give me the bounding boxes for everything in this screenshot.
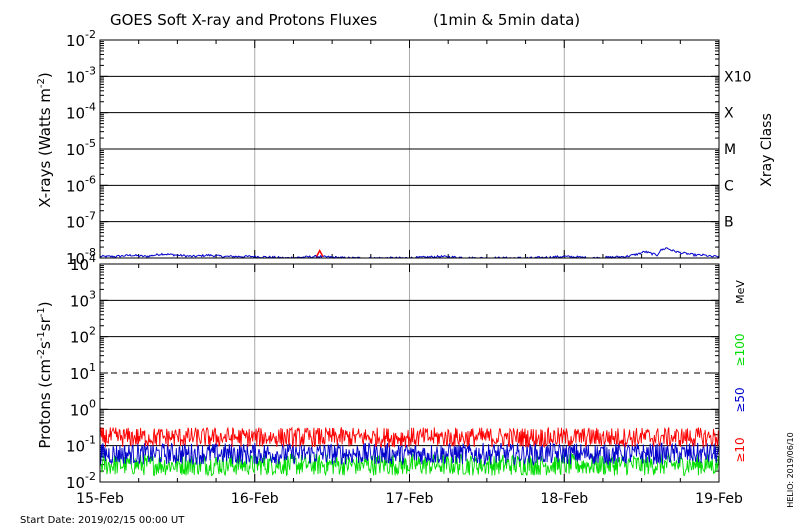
- y-tick-exponent: 0: [89, 397, 96, 410]
- y-tick-exponent: -2: [85, 470, 96, 483]
- y-tick-exponent: 4: [89, 252, 96, 265]
- chart-title: GOES Soft X-ray and Protons Fluxes: [110, 11, 377, 29]
- y-tick-base: 10: [66, 250, 85, 268]
- y-tick-label: 10-2: [66, 28, 96, 50]
- xray-class-label: M: [724, 142, 736, 158]
- x-tick-label: 15-Feb: [76, 491, 124, 507]
- y-tick-exponent: 1: [89, 361, 96, 374]
- y-tick-exponent: -4: [85, 101, 96, 114]
- proton-10mev-series: [99, 426, 720, 449]
- y-tick-label: 101: [70, 361, 96, 383]
- y-tick-base: 10: [66, 438, 85, 456]
- proton-y-axis-label: Protons (cm-2s-1sr-1): [36, 301, 54, 448]
- y-tick-base: 10: [66, 214, 85, 232]
- y-tick-label: 10-1: [66, 434, 96, 456]
- proton-ylabel-mid2: sr: [36, 316, 54, 331]
- xray-ylabel-main: X-rays (Watts m: [36, 88, 54, 208]
- credit-label: HELIO: 2019/06/10: [786, 432, 795, 507]
- proton-50mev-series: [99, 442, 720, 467]
- proton-ylabel-sup2: -1: [36, 331, 47, 341]
- y-tick-label: 10-3: [66, 64, 96, 86]
- y-tick-base: 10: [66, 32, 85, 50]
- y-tick-base: 10: [70, 365, 89, 383]
- y-tick-base: 10: [70, 292, 89, 310]
- proton-ylabel-main: Protons (cm: [36, 359, 54, 449]
- x-tick-label: 16-Feb: [231, 491, 279, 507]
- xray-y-axis-label: X-rays (Watts m-2): [36, 72, 54, 207]
- y-tick-base: 10: [66, 105, 85, 123]
- y-tick-base: 10: [70, 329, 89, 347]
- y-tick-label: 10-6: [66, 173, 96, 195]
- proton-ylabel-sup3: -1: [36, 307, 47, 317]
- xray-ylabel-close: ): [36, 72, 54, 78]
- xray-class-label: X: [724, 106, 734, 122]
- y-tick-label: 100: [70, 397, 96, 419]
- xray-class-label: B: [724, 215, 734, 231]
- y-tick-label: 10-2: [66, 470, 96, 492]
- y-tick-exponent: -8: [85, 246, 96, 259]
- y-tick-label: 103: [70, 288, 96, 310]
- legend-50mev: ≥50: [733, 387, 747, 412]
- x-tick-label: 19-Feb: [695, 491, 743, 507]
- y-tick-exponent: -3: [85, 64, 96, 77]
- x-tick-labels: 15-Feb 16-Feb 17-Feb 18-Feb 19-Feb: [76, 491, 743, 507]
- proton-plot-frame: [99, 263, 720, 483]
- y-tick-base: 10: [66, 68, 85, 86]
- y-tick-exponent: -6: [85, 173, 96, 186]
- y-tick-label: 10-5: [66, 137, 96, 159]
- y-tick-base: 10: [66, 177, 85, 195]
- energy-unit-label: MeV: [734, 280, 747, 304]
- legend-100mev: ≥100: [733, 334, 747, 367]
- proton-ylabel-close: ): [36, 301, 54, 307]
- xray-plot-frame: [99, 39, 720, 259]
- y-tick-exponent: -1: [85, 434, 96, 447]
- y-tick-base: 10: [66, 141, 85, 159]
- proton-ylabel-sup1: -2: [36, 349, 47, 359]
- xray-class-label: X10: [724, 69, 751, 85]
- y-tick-base: 10: [66, 474, 85, 492]
- y-tick-exponent: 2: [89, 325, 96, 338]
- y-tick-exponent: -2: [85, 28, 96, 41]
- xray-class-label: C: [724, 178, 734, 194]
- y-tick-base: 10: [70, 401, 89, 419]
- xray-class-axis-title: Xray Class: [759, 113, 775, 187]
- xray-ylabel-sup: -2: [36, 78, 47, 88]
- proton-ylabel-mid: s: [36, 341, 54, 349]
- y-tick-label: 10-8: [66, 246, 96, 268]
- y-tick-exponent: -5: [85, 137, 96, 150]
- chart-subtitle: (1min & 5min data): [433, 11, 580, 29]
- legend-10mev: ≥10: [733, 437, 747, 462]
- xray-short-series: [315, 248, 324, 257]
- y-tick-label: 102: [70, 325, 96, 347]
- x-tick-label: 17-Feb: [386, 491, 434, 507]
- y-tick-exponent: 3: [89, 288, 96, 301]
- y-tick-exponent: -7: [85, 210, 96, 223]
- x-tick-label: 18-Feb: [540, 491, 588, 507]
- y-tick-label: 10-7: [66, 210, 96, 232]
- y-tick-base: 10: [70, 256, 89, 274]
- start-date-label: Start Date: 2019/02/15 00:00 UT: [20, 515, 185, 526]
- y-tick-label: 104: [70, 252, 96, 274]
- y-tick-label: 10-4: [66, 101, 96, 123]
